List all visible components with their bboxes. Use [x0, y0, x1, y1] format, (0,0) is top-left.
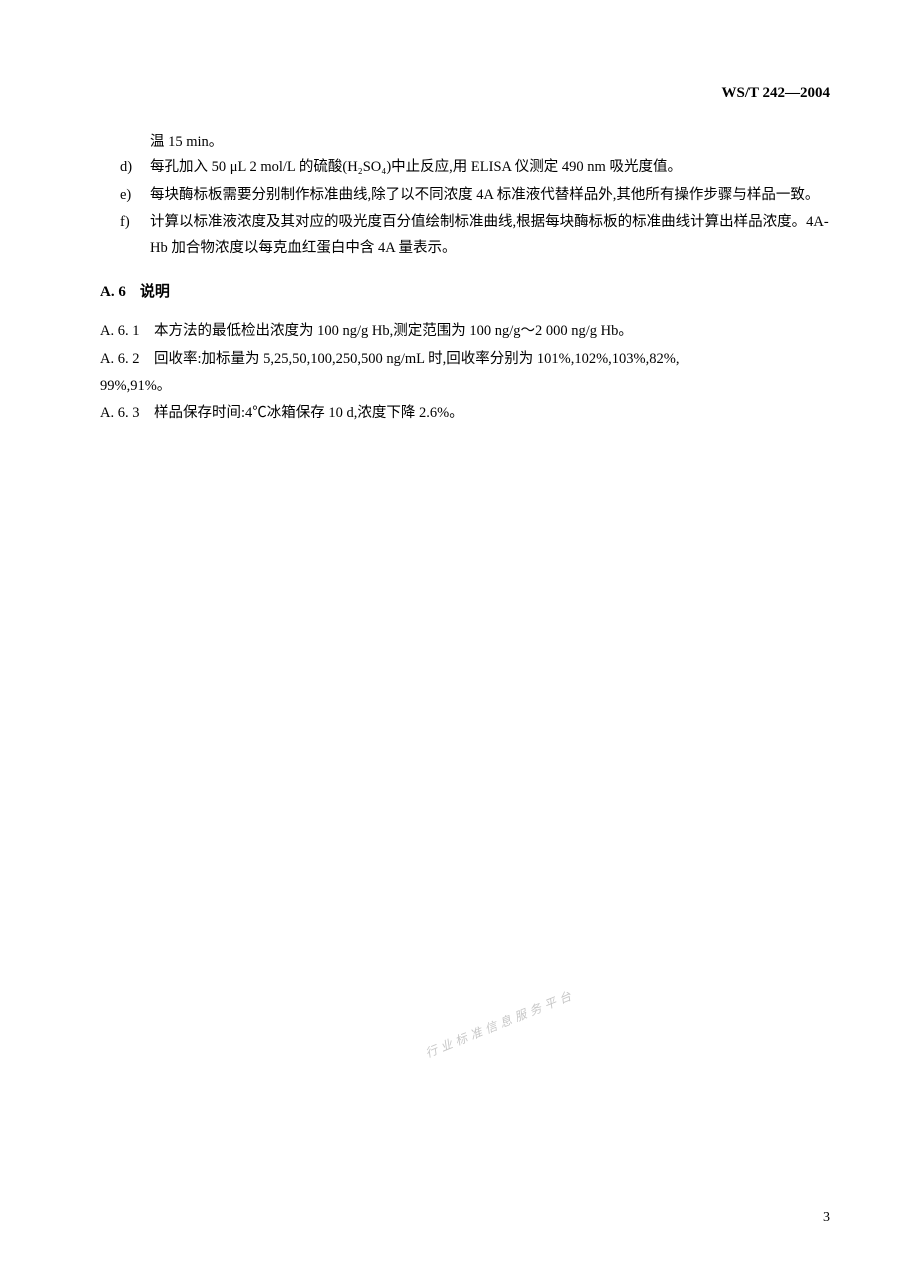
section-title-text: 说明: [140, 284, 170, 300]
list-text: 计算以标准液浓度及其对应的吸光度百分值绘制标准曲线,根据每块酶标板的标准曲线计算…: [150, 210, 830, 261]
section-number: A. 6: [100, 279, 126, 305]
list-item-c-continuation: 温 15 min。: [100, 130, 830, 155]
page-number: 3: [823, 1210, 830, 1226]
list-item-f: f) 计算以标准液浓度及其对应的吸光度百分值绘制标准曲线,根据每块酶标板的标准曲…: [100, 210, 830, 261]
section-a6-heading: A. 6 说明: [100, 279, 830, 305]
list-marker: e): [100, 183, 150, 208]
document-page: WS/T 242—2004 温 15 min。 d) 每孔加入 50 μL 2 …: [0, 0, 920, 1276]
list-item-e: e) 每块酶标板需要分别制作标准曲线,除了以不同浓度 4A 标准液代替样品外,其…: [100, 183, 830, 208]
list-text: 每块酶标板需要分别制作标准曲线,除了以不同浓度 4A 标准液代替样品外,其他所有…: [150, 183, 830, 208]
paragraph-a6-2-line1: A. 6. 2 回收率:加标量为 5,25,50,100,250,500 ng/…: [100, 347, 830, 372]
paragraph-a6-1: A. 6. 1 本方法的最低检出浓度为 100 ng/g Hb,测定范围为 10…: [100, 319, 830, 344]
paragraph-a6-3: A. 6. 3 样品保存时间:4℃冰箱保存 10 d,浓度下降 2.6%。: [100, 401, 830, 426]
paragraph-a6-2-line2: 99%,91%。: [100, 374, 830, 399]
list-marker: f): [100, 210, 150, 261]
list-item-d: d) 每孔加入 50 μL 2 mol/L 的硫酸(H₂SO₄)中止反应,用 E…: [100, 155, 830, 180]
document-content: 温 15 min。 d) 每孔加入 50 μL 2 mol/L 的硫酸(H₂SO…: [100, 130, 830, 427]
document-code: WS/T 242—2004: [722, 85, 831, 102]
watermark-text: 行业标准信息服务平台: [423, 986, 578, 1062]
list-marker: d): [100, 155, 150, 180]
list-text: 每孔加入 50 μL 2 mol/L 的硫酸(H₂SO₄)中止反应,用 ELIS…: [150, 155, 830, 180]
